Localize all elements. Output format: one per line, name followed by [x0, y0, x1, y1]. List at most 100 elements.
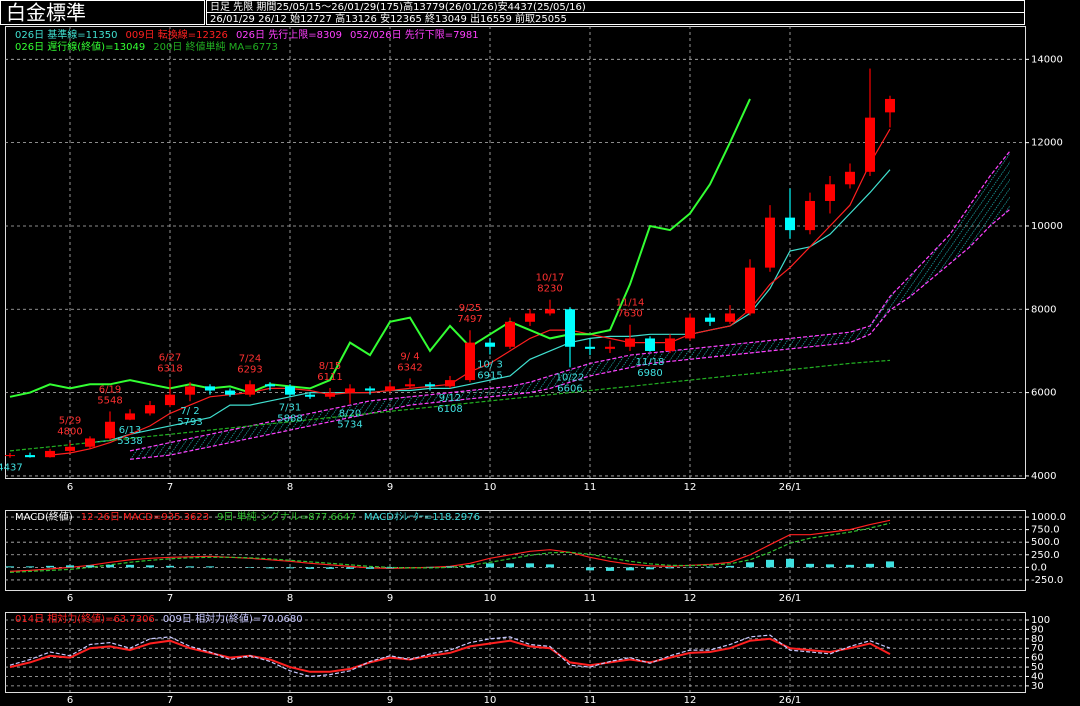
- trough-value: 6108: [437, 404, 462, 415]
- series-line: [89, 169, 891, 444]
- peak-date: 6/19: [99, 384, 121, 395]
- peak-date: 9/ 4: [400, 351, 419, 362]
- x-tick-label: 9: [387, 482, 393, 493]
- oscillator-bar: [666, 567, 674, 569]
- oscillator-bar: [286, 567, 294, 569]
- peak-value: 6293: [237, 364, 262, 375]
- x-tick-label: 8: [287, 593, 293, 604]
- candle-body: [265, 384, 275, 387]
- oscillator-bar: [146, 565, 154, 568]
- candle-body: [205, 386, 215, 391]
- oscillator-bar: [346, 567, 354, 569]
- oscillator-bar: [446, 566, 454, 568]
- x-tick-label: 9: [387, 695, 393, 706]
- x-tick-label: 11: [584, 695, 597, 706]
- x-tick-label: 6: [67, 593, 73, 604]
- candle-body: [285, 386, 295, 395]
- candle-body: [625, 338, 635, 347]
- candle-body: [645, 338, 655, 351]
- oscillator-bar: [546, 564, 554, 568]
- panel-frame: [5, 612, 1026, 693]
- oscillator-bar: [786, 558, 794, 568]
- x-tick-label: 10: [484, 695, 497, 706]
- candle-body: [305, 394, 315, 397]
- candle-body: [425, 384, 435, 387]
- oscillator-bar: [806, 563, 814, 568]
- candle-body: [185, 386, 195, 395]
- candle-body: [345, 388, 355, 393]
- panel-frame: [5, 510, 1026, 591]
- peak-date: 11/14: [616, 298, 645, 309]
- oscillator-bar: [366, 567, 374, 569]
- series-line: [129, 208, 1011, 460]
- oscillator-bar: [426, 566, 434, 568]
- peak-value: 5548: [97, 395, 122, 406]
- candle-body: [385, 386, 395, 391]
- candle-body: [705, 317, 715, 322]
- peak-value: 7630: [617, 309, 642, 320]
- peak-value: 7497: [457, 314, 482, 325]
- candle-body: [485, 342, 495, 347]
- oscillator-bar: [66, 565, 74, 568]
- y-tick-label: 30: [1031, 681, 1044, 692]
- oscillator-bar: [646, 567, 654, 570]
- trough-date: 11/18: [636, 357, 665, 368]
- candle-body: [725, 313, 735, 322]
- y-tick-label: 4000: [1031, 471, 1056, 482]
- series-line: [9, 98, 751, 398]
- legend-entry: MACDｵｼﾚｰﾀｰ=118.2976: [364, 511, 480, 523]
- candle-body: [825, 184, 835, 201]
- trough-value: 4437: [0, 463, 23, 474]
- peak-date: 5/29: [59, 416, 81, 427]
- y-tick-label: 10000: [1031, 221, 1063, 232]
- peak-value: 6318: [157, 363, 182, 374]
- peak-value: 4800: [57, 427, 82, 438]
- candle-body: [105, 421, 115, 439]
- trough-date: 8/20: [339, 409, 361, 420]
- oscillator-bar: [766, 559, 774, 568]
- trough-date: 6/13: [119, 425, 141, 436]
- candle-body: [5, 455, 15, 457]
- candle-body: [165, 394, 175, 406]
- candle-body: [25, 455, 35, 458]
- oscillator-bar: [126, 564, 134, 568]
- x-tick-label: 12: [684, 593, 697, 604]
- series-line: [9, 522, 891, 573]
- legend-entry: 009日 相対力(終値)=70.0680: [163, 612, 303, 625]
- x-tick-label: 7: [167, 593, 173, 604]
- candle-body: [125, 413, 135, 420]
- candle-body: [225, 390, 235, 395]
- oscillator-bar: [86, 565, 94, 568]
- chart-title: 白金標準: [6, 1, 86, 25]
- legend-entry: 9日 単純 シグナル=877.6647: [217, 510, 356, 523]
- x-tick-label: 7: [167, 482, 173, 493]
- candle-body: [325, 392, 335, 397]
- legend-entry: 026日 遅行線(終値)=13049: [15, 40, 145, 53]
- peak-date: 9/25: [459, 303, 481, 314]
- oscillator-bar: [246, 567, 254, 568]
- candle-body: [245, 384, 255, 395]
- legend-entry: 052/026日 先行下限=7981: [350, 28, 479, 41]
- peak-value: 6342: [397, 362, 422, 373]
- candle-body: [565, 309, 575, 347]
- candle-body: [765, 217, 775, 268]
- oscillator-bar: [726, 565, 734, 568]
- oscillator-bar: [166, 565, 174, 568]
- series-line: [129, 150, 1011, 452]
- y-tick-label: 12000: [1031, 138, 1063, 149]
- x-tick-label: 11: [584, 593, 597, 604]
- legend-entry: 026日 先行上限=8309: [236, 28, 342, 41]
- candle-body: [45, 450, 55, 458]
- trough-value: 5338: [117, 436, 142, 447]
- trough-date: 9/12: [439, 393, 461, 404]
- legend-entry: 009日 転換線=12326: [125, 28, 227, 41]
- y-tick-label: 14000: [1031, 54, 1063, 65]
- info-line: 26/01/29 26/12 始12727 高13126 安12365 終130…: [210, 12, 567, 25]
- candle-body: [545, 309, 555, 314]
- y-tick-label: 90: [1031, 624, 1044, 635]
- legend-entry: 014日 相対力(終値)=63.7306: [15, 612, 155, 625]
- trough-value: 5734: [337, 420, 362, 431]
- panel-title: MACD(終値): [15, 510, 73, 523]
